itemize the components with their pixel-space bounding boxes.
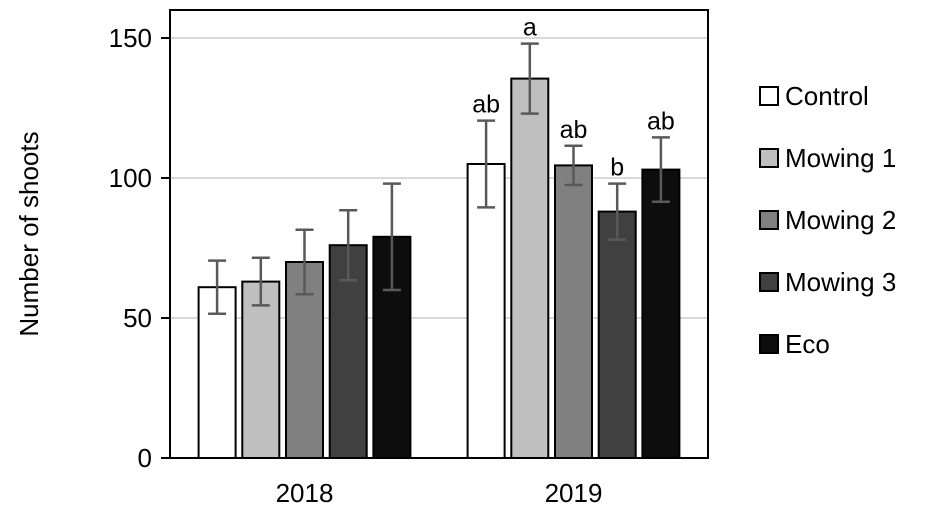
legend-label-eco: Eco xyxy=(785,329,830,359)
y-tick-label: 100 xyxy=(109,163,152,193)
legend-swatch-mowing-3 xyxy=(759,272,779,292)
legend-swatch-mowing-1 xyxy=(759,148,779,168)
legend-swatch-mowing-2 xyxy=(759,210,779,230)
significance-label: a xyxy=(523,14,537,42)
error-bars xyxy=(208,42,670,316)
legend: Control Mowing 1 Mowing 2 Mowing 3 Eco xyxy=(759,81,896,359)
significance-label: b xyxy=(610,154,624,182)
y-axis-ticks: 0 50 100 150 xyxy=(109,23,170,473)
y-tick-label: 150 xyxy=(109,23,152,53)
significance-label: ab xyxy=(647,107,675,135)
x-tick-label: 2018 xyxy=(276,478,334,508)
bar-mowing-2-2019 xyxy=(554,164,593,459)
bars xyxy=(197,77,681,460)
significance-label: ab xyxy=(560,116,588,144)
legend-label-mowing-1: Mowing 1 xyxy=(785,143,896,173)
significance-label: ab xyxy=(472,91,500,119)
y-axis-title: Number of shoots xyxy=(14,131,44,336)
x-axis-ticks: 2018 2019 xyxy=(276,478,603,508)
bar-control-2018 xyxy=(197,286,237,460)
y-tick-label: 0 xyxy=(138,443,152,473)
legend-label-control: Control xyxy=(785,81,869,111)
bar-mowing-1-2019 xyxy=(510,77,550,459)
bar-mowing-1-2018 xyxy=(241,280,281,459)
y-tick-label: 50 xyxy=(123,303,152,333)
bar-mowing-3-2019 xyxy=(597,210,637,459)
legend-swatch-eco xyxy=(759,334,779,354)
bar-eco-2019 xyxy=(641,168,681,459)
x-tick-label: 2019 xyxy=(545,478,603,508)
legend-label-mowing-2: Mowing 2 xyxy=(785,205,896,235)
legend-swatch-control xyxy=(759,86,779,106)
legend-label-mowing-3: Mowing 3 xyxy=(785,267,896,297)
plot-area-frame xyxy=(169,9,709,459)
